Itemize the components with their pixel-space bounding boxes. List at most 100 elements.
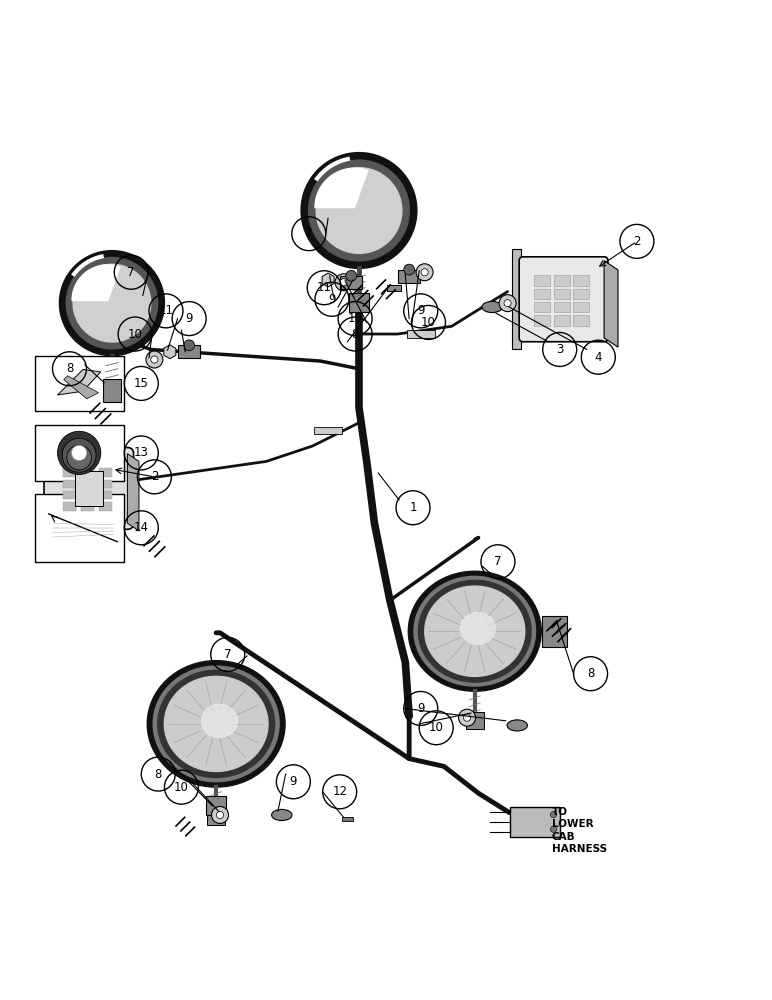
- Polygon shape: [63, 376, 99, 399]
- Bar: [80, 468, 94, 477]
- Circle shape: [301, 153, 417, 268]
- Bar: [534, 302, 550, 312]
- Ellipse shape: [157, 670, 275, 777]
- Bar: [63, 468, 76, 477]
- Text: 11: 11: [317, 281, 332, 294]
- Bar: [574, 315, 589, 326]
- Text: 10: 10: [428, 721, 444, 734]
- Bar: [35, 356, 124, 411]
- Circle shape: [57, 431, 100, 475]
- Circle shape: [550, 826, 557, 832]
- Text: 11: 11: [158, 304, 174, 317]
- Circle shape: [335, 274, 352, 291]
- Bar: [80, 502, 94, 511]
- Ellipse shape: [414, 576, 536, 686]
- Text: 7: 7: [224, 648, 232, 661]
- Ellipse shape: [425, 586, 525, 676]
- Bar: [63, 502, 76, 511]
- Circle shape: [216, 811, 224, 819]
- Bar: [407, 330, 435, 338]
- Text: 8: 8: [587, 667, 594, 680]
- Text: 4: 4: [594, 351, 602, 364]
- Bar: [207, 808, 225, 825]
- Ellipse shape: [153, 666, 279, 782]
- Text: 2: 2: [151, 470, 158, 483]
- Text: TO
LOWER
CAB
HARNESS: TO LOWER CAB HARNESS: [552, 807, 607, 854]
- Text: 7: 7: [127, 266, 135, 279]
- Bar: [398, 270, 420, 283]
- Bar: [80, 480, 94, 488]
- Bar: [35, 494, 124, 562]
- Circle shape: [73, 264, 151, 342]
- Text: 10: 10: [421, 316, 436, 329]
- Circle shape: [459, 709, 476, 726]
- Text: 10: 10: [347, 312, 363, 325]
- Polygon shape: [322, 273, 334, 287]
- Ellipse shape: [418, 580, 531, 682]
- Bar: [554, 289, 570, 299]
- Polygon shape: [127, 454, 139, 531]
- Circle shape: [416, 264, 433, 281]
- Text: 3: 3: [556, 343, 564, 356]
- FancyBboxPatch shape: [44, 448, 134, 529]
- Circle shape: [309, 160, 409, 261]
- Text: 12: 12: [332, 785, 347, 798]
- FancyBboxPatch shape: [519, 257, 608, 342]
- Bar: [574, 302, 589, 312]
- Text: 9: 9: [185, 312, 193, 325]
- Text: 8: 8: [66, 362, 73, 375]
- Bar: [349, 293, 369, 312]
- Bar: [554, 302, 570, 312]
- Bar: [342, 817, 354, 821]
- Polygon shape: [164, 345, 176, 359]
- Bar: [178, 345, 200, 358]
- Text: 9: 9: [328, 293, 336, 306]
- Text: 1: 1: [409, 501, 417, 514]
- Ellipse shape: [147, 661, 285, 787]
- Bar: [534, 289, 550, 299]
- Ellipse shape: [201, 704, 238, 737]
- Ellipse shape: [164, 676, 268, 771]
- Circle shape: [463, 714, 471, 721]
- Circle shape: [504, 300, 511, 307]
- Circle shape: [71, 445, 87, 461]
- Text: 8: 8: [351, 328, 359, 341]
- Bar: [99, 480, 112, 488]
- Circle shape: [404, 264, 415, 275]
- Bar: [512, 249, 521, 349]
- Circle shape: [66, 445, 92, 470]
- Bar: [574, 289, 589, 299]
- Circle shape: [340, 279, 347, 286]
- Bar: [554, 275, 570, 286]
- Bar: [542, 616, 567, 647]
- Ellipse shape: [272, 809, 292, 821]
- Circle shape: [146, 351, 163, 368]
- Bar: [63, 480, 76, 488]
- Bar: [35, 425, 124, 481]
- Circle shape: [66, 257, 157, 349]
- Ellipse shape: [507, 720, 527, 731]
- Text: 15: 15: [134, 377, 149, 390]
- Text: 14: 14: [134, 521, 149, 534]
- Text: 10: 10: [174, 781, 189, 794]
- Polygon shape: [58, 370, 100, 395]
- Circle shape: [421, 269, 428, 276]
- Circle shape: [212, 806, 229, 823]
- Bar: [75, 471, 103, 506]
- Text: 7: 7: [305, 227, 313, 240]
- Bar: [554, 315, 570, 326]
- Text: 2: 2: [633, 235, 641, 248]
- Circle shape: [59, 251, 164, 356]
- Circle shape: [499, 295, 516, 312]
- Wedge shape: [72, 265, 120, 301]
- Text: 8: 8: [154, 768, 162, 781]
- Text: 9: 9: [290, 775, 297, 788]
- Bar: [99, 468, 112, 477]
- Text: 13: 13: [134, 446, 149, 459]
- Ellipse shape: [482, 301, 503, 313]
- Bar: [99, 491, 112, 499]
- Bar: [314, 427, 342, 434]
- Bar: [387, 285, 401, 291]
- Text: 9: 9: [417, 304, 425, 317]
- Text: 7: 7: [494, 555, 502, 568]
